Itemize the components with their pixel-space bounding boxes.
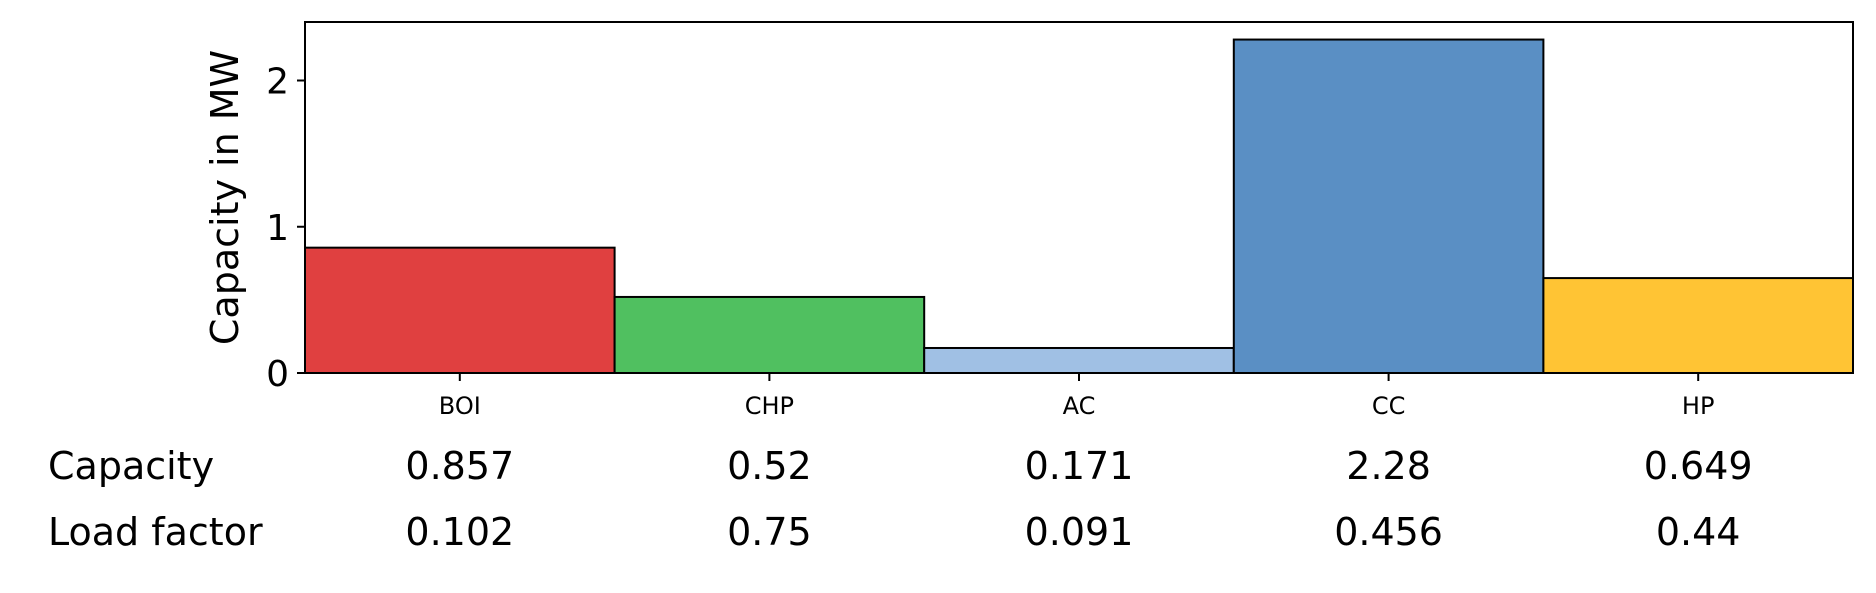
x-tick-label-boi: BOI (439, 392, 481, 420)
table-cell: 0.091 (1024, 510, 1134, 554)
y-axis-title: Capacity in MW (203, 50, 247, 345)
table-cell: 0.456 (1334, 510, 1443, 554)
table-cell: 0.44 (1655, 510, 1741, 554)
x-tick-label-chp: CHP (745, 392, 794, 420)
table-cell: 0.649 (1643, 444, 1753, 488)
x-tick-label-hp: HP (1682, 392, 1715, 420)
table-row-label: Capacity (48, 444, 215, 488)
table-row-label: Load factor (48, 510, 263, 554)
y-tick-label: 2 (266, 62, 289, 103)
table-cell: 0.102 (405, 510, 515, 554)
y-tick-label: 0 (266, 354, 289, 395)
y-axis: 0 1 2 (266, 62, 305, 395)
table-cell: 0.52 (727, 444, 812, 488)
bars-group (304, 38, 1855, 375)
table-cell: 0.857 (405, 444, 515, 488)
bar-hp (1542, 277, 1855, 374)
bar-ac (923, 346, 1235, 374)
x-axis: BOI CHP AC CC HP (439, 373, 1715, 420)
y-tick-label: 1 (266, 208, 289, 249)
bar-chp (613, 295, 926, 375)
table-cell: 2.28 (1346, 444, 1431, 488)
table-cell: 0.75 (727, 510, 812, 554)
table-cell: 0.171 (1024, 444, 1134, 488)
x-tick-label-ac: AC (1063, 392, 1096, 420)
bar-boi (304, 246, 616, 375)
bar-cc (1232, 38, 1545, 375)
x-tick-label-cc: CC (1372, 392, 1406, 420)
